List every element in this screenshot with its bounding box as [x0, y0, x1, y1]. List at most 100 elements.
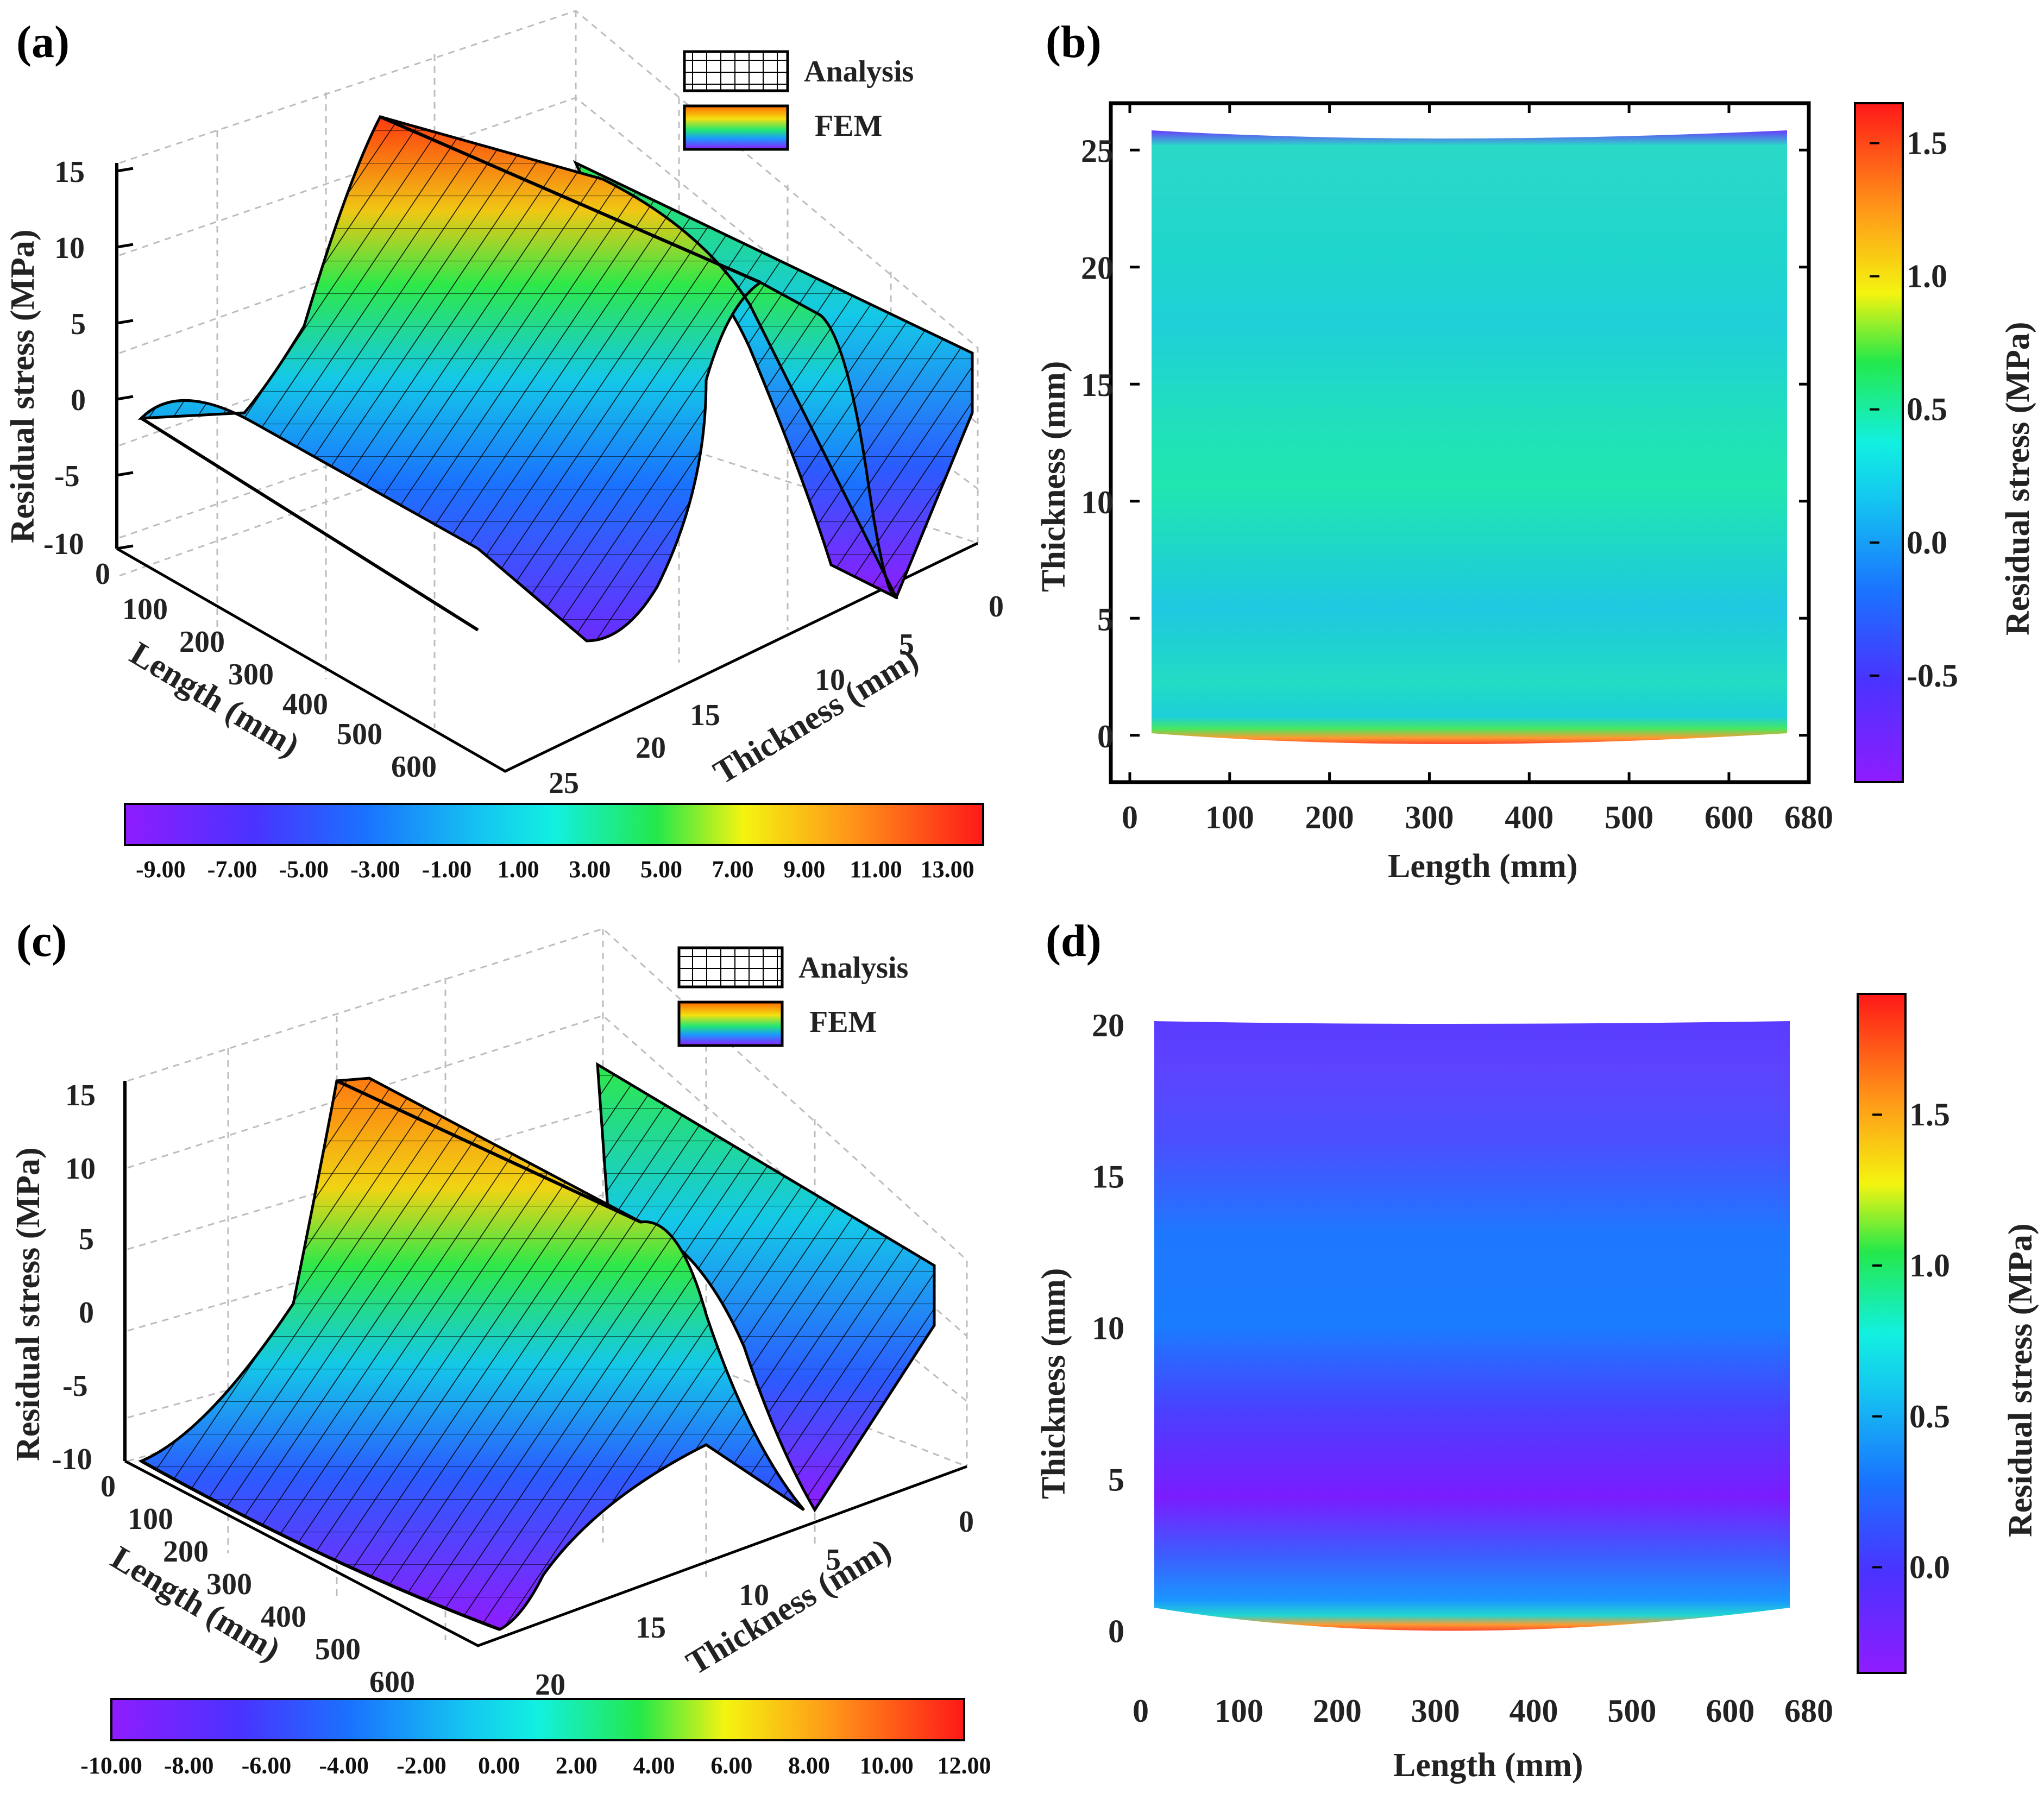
panel-b-colorbar-ticks: 1.5 1.0 0.5 0.0 -0.5: [1870, 125, 1958, 694]
x-tick-label: 600: [1705, 800, 1753, 835]
panel-a-xticklabel: 300: [228, 658, 274, 691]
panel-c-colorbar-ticks: -10.00 -8.00 -6.00 -4.00 -2.00 0.00 2.00 4.00 6.…: [80, 1752, 991, 1779]
panel-c-yticklabel: 0: [959, 1505, 974, 1539]
y-tick-label: 5: [1108, 1462, 1124, 1497]
panel-c-zticklabel: -5: [62, 1369, 88, 1403]
panel-c-yticklabel: 20: [535, 1668, 565, 1702]
x-tick-label: 600: [1706, 1693, 1754, 1729]
panel-a-legend-analysis: Analysis: [804, 55, 914, 89]
panel-a-z-ticks: [116, 167, 134, 550]
x-tick-label: 500: [1605, 800, 1653, 835]
colorbar-tick-label: 0.0: [1909, 1550, 1950, 1585]
colorbar-tick-label: -0.5: [1907, 658, 1958, 694]
panel-a-zticklabel: -5: [54, 459, 80, 493]
x-tick-label: 0: [1133, 1693, 1149, 1729]
panel-c-colorbar: [110, 1698, 965, 1741]
colorbar-tick-label: -4.00: [319, 1752, 369, 1779]
colorbar-tick-label: -10.00: [80, 1752, 142, 1779]
panel-a-yticklabel: 25: [549, 766, 579, 800]
panel-c-zticklabel: 15: [65, 1079, 96, 1112]
colorbar-tick-label: 0.0: [1907, 525, 1947, 561]
panel-c-yticklabel: 5: [826, 1543, 841, 1577]
panel-a-analysis-mesh: [141, 117, 896, 641]
x-tick-label: 400: [1505, 800, 1554, 835]
panel-a-zticklabel: -10: [43, 527, 84, 561]
panel-a-yticklabel: 10: [815, 663, 845, 697]
panel-a-3d-surface: 15 10 5 0 -5 -10 Residual stress (MPa) 0…: [4, 10, 1004, 883]
colorbar-tick-label: 9.00: [783, 856, 825, 883]
panel-a-yticklabel: 15: [690, 698, 720, 732]
panel-b-ylabel: Thickness (mm): [1035, 361, 1072, 592]
panel-d-colorbar-ticks: 1.5 1.0 0.5 0.0: [1872, 1097, 1950, 1585]
panel-a-back-mesh: [576, 163, 972, 597]
colorbar-tick-label: 1.5: [1907, 125, 1947, 161]
panel-c-legend-fem: FEM: [809, 1005, 877, 1039]
colorbar-tick-label: 2.00: [556, 1752, 598, 1779]
x-tick-label: 0: [1122, 800, 1138, 835]
panel-c-front-edge: [140, 1459, 501, 1631]
y-tick-label: 0: [1097, 719, 1114, 754]
panel-c-yticklabel: 10: [739, 1578, 769, 1612]
panel-a-xticklabel: 500: [337, 717, 382, 751]
panel-label-d: (d): [1046, 916, 1102, 966]
panel-c-zticklabel: 10: [65, 1152, 96, 1186]
y-tick-label: 15: [1081, 367, 1114, 403]
panel-b-axes: 0 100 200 300 400 500 600 680 0 5 10 15 20 25: [1081, 103, 1833, 835]
colorbar-tick-label: 4.00: [633, 1752, 675, 1779]
panel-c-xticklabel: 500: [315, 1633, 361, 1666]
colorbar-tick-label: 12.00: [938, 1752, 991, 1779]
colorbar-tick-label: -5.00: [279, 856, 329, 883]
colorbar-tick-label: 3.00: [569, 856, 611, 883]
panel-c-xticklabel: 400: [261, 1600, 306, 1634]
x-tick-label: 680: [1784, 800, 1833, 835]
colorbar-tick-label: 1.00: [498, 856, 539, 883]
panel-b-heatmap: 0 100 200 300 400 500 600 680 0 5 10 15 20 25 Length …: [1035, 101, 2036, 885]
panel-d-colorbar-label: Residual stress (MPa): [2002, 1224, 2039, 1537]
x-tick-label: 100: [1215, 1693, 1263, 1729]
panel-c-legend-analysis: Analysis: [798, 951, 908, 985]
panel-d-axes: 0 100 200 300 400 500 600 680 0 5 10 15 20: [1092, 1008, 1833, 1729]
panel-a-colorbar: [124, 803, 984, 846]
panel-d-ylabel: Thickness (mm): [1035, 1268, 1072, 1499]
colorbar-tick-label: -9.00: [136, 856, 186, 883]
panel-b-colorbar: [1854, 102, 1904, 783]
panel-c-xticklabel: 300: [206, 1568, 252, 1601]
y-tick-label: 15: [1092, 1159, 1124, 1195]
panel-b-field: [1152, 130, 1787, 744]
panel-c-ridge: [336, 1079, 642, 1224]
panel-c-zticklabel: 0: [79, 1296, 94, 1330]
colorbar-tick-label: -6.00: [242, 1752, 292, 1779]
y-tick-label: 25: [1081, 133, 1114, 169]
panel-label-c: (c): [16, 916, 67, 966]
panel-a-legend-fem: FEM: [815, 109, 882, 143]
colorbar-tick-label: 1.0: [1907, 259, 1947, 294]
panel-a-zlabel: Residual stress (MPa): [4, 230, 41, 543]
panel-c-yticklabel: 15: [636, 1611, 666, 1645]
y-tick-label: 10: [1081, 484, 1114, 520]
colorbar-tick-label: 8.00: [788, 1752, 830, 1779]
colorbar-tick-label: -8.00: [164, 1752, 214, 1779]
panel-a-zticklabel: 0: [71, 383, 86, 417]
panel-c-3d-surface: 15 10 5 0 -5 -10 Residual stress (MPa) 0…: [10, 928, 991, 1779]
panel-c-legend-fem-swatch: [677, 1000, 784, 1047]
panel-a-xticklabel: 200: [179, 625, 225, 659]
panel-a-yticklabel: 5: [899, 628, 914, 662]
colorbar-tick-label: -2.00: [397, 1752, 446, 1779]
panel-label-a: (a): [16, 17, 70, 67]
panel-a-xticklabel: 400: [282, 688, 328, 721]
panel-a-legend-fem-swatch: [683, 104, 789, 151]
x-tick-label: 300: [1405, 800, 1454, 835]
panel-a-front-edge: [140, 417, 479, 632]
colorbar-tick-label: -3.00: [350, 856, 400, 883]
panel-c-zticklabel: -10: [52, 1443, 92, 1476]
x-tick-label: 400: [1510, 1693, 1558, 1729]
x-tick-label: 200: [1305, 800, 1354, 835]
x-tick-label: 500: [1607, 1693, 1656, 1729]
panel-c-xticklabel: 600: [369, 1665, 415, 1699]
panel-c-analysis-mesh: [141, 1078, 804, 1629]
panel-a-xticklabel: 100: [122, 593, 168, 626]
panel-a-xticklabel: 600: [391, 750, 437, 784]
x-tick-label: 200: [1313, 1693, 1362, 1729]
panel-a-colorbar-ticks: -9.00 -7.00 -5.00 -3.00 -1.00 1.00 3.00 5.00 7.0…: [136, 856, 974, 883]
